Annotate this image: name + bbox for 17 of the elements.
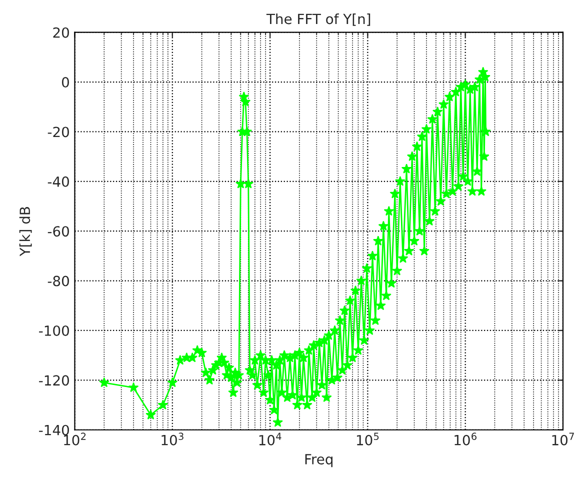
y-tick-label: -20: [48, 126, 69, 138]
x-axis-title: Freq: [305, 454, 332, 468]
y-tick-label: -140: [39, 424, 69, 436]
x-tick-label: 10$^{6}$: [454, 432, 476, 446]
y-tick-label: -80: [48, 276, 69, 286]
y-axis-title: Y[k] dB: [19, 207, 32, 256]
x-tick-label: 10$^{7}$: [552, 432, 574, 446]
chart-title: The FFT of Y[n]: [266, 13, 370, 26]
y-tick-label: -60: [48, 226, 69, 237]
x-tick-label: 10$^{5}$: [356, 432, 379, 446]
y-tick-label: 0: [62, 77, 69, 88]
x-tick-label: 10$^{3}$: [162, 432, 184, 446]
y-tick-label: -100: [39, 325, 69, 336]
y-tick-label: -40: [48, 176, 69, 187]
y-tick-label: -120: [39, 375, 69, 386]
y-tick-label: 20: [53, 27, 69, 38]
x-tick-label: 10$^{4}$: [259, 432, 282, 446]
